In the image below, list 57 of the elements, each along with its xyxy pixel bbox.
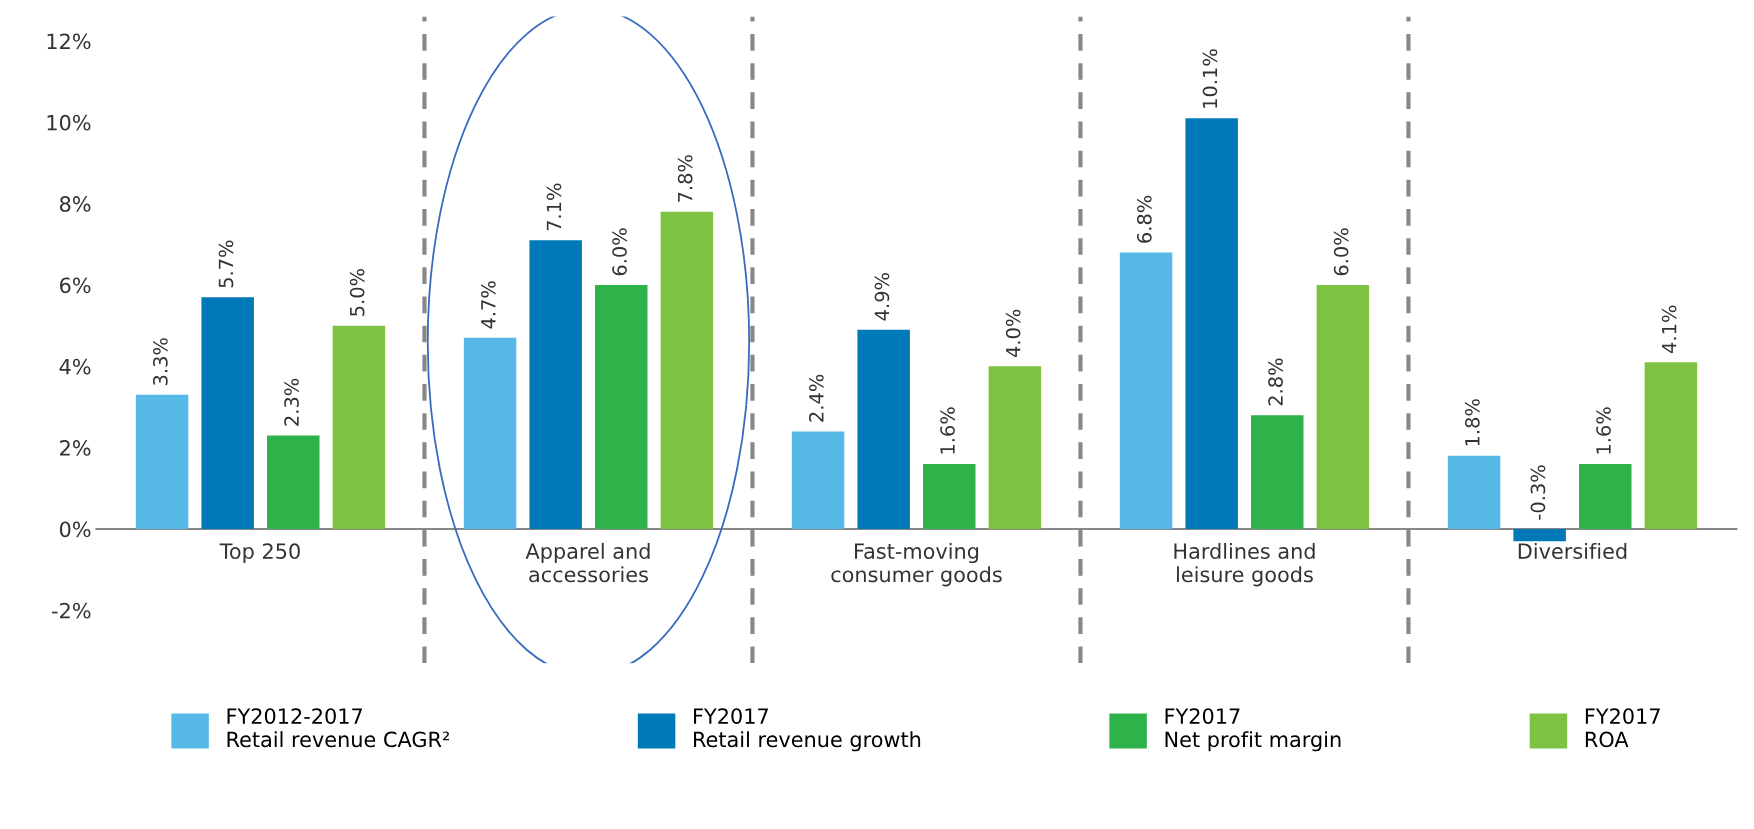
bar: [1447, 455, 1501, 529]
text: 2.8%: [1268, 358, 1283, 406]
bar: [463, 337, 517, 529]
x-tick-label: Fast-moving consumer goods: [831, 542, 1002, 587]
y-tick-label: 0%: [59, 521, 91, 538]
text: 6.8%: [1137, 195, 1152, 243]
text: 7.1%: [546, 183, 562, 231]
x-tick-label: Diversified: [1518, 542, 1627, 560]
text: 4.1%: [1661, 305, 1677, 353]
bar: [1185, 118, 1238, 529]
text: 1.8%: [1465, 399, 1480, 446]
bar: [791, 431, 845, 529]
legend-label: FY2017 Retail revenue growth: [694, 708, 921, 752]
bar: [988, 366, 1042, 529]
x-tick-label: Top 250: [219, 543, 300, 564]
legend-label: FY2017 ROA: [1585, 708, 1660, 748]
bar: [135, 394, 189, 529]
bar: [1316, 284, 1370, 529]
legend-label: FY2017 Net profit margin: [1165, 708, 1341, 752]
y-tick-label: 8%: [59, 196, 91, 212]
text: 7.8%: [677, 155, 693, 202]
y-tick-label: 6%: [60, 277, 91, 294]
bar: [201, 297, 254, 529]
bar: [1579, 463, 1632, 529]
text: 10.1%: [1202, 49, 1218, 108]
text: 4.9%: [874, 273, 890, 321]
y-tick-label: 2%: [60, 440, 91, 456]
text: 4.7%: [481, 281, 496, 329]
text: 1.6%: [1596, 407, 1611, 454]
text: -0.3%: [1530, 465, 1546, 520]
bar: [529, 240, 582, 529]
bar: [660, 211, 714, 529]
y-tick-label: -2%: [52, 602, 91, 619]
bar: [1251, 415, 1304, 529]
text: 3.3%: [153, 338, 168, 385]
x-tick-label: Hardlines and leisure goods: [1174, 542, 1315, 587]
bar: [1644, 362, 1698, 529]
legend-label: FY2012-2017 Retail revenue CAGR²: [227, 708, 450, 748]
x-tick-label: Apparel and accessories: [525, 542, 650, 583]
y-tick-label: 12%: [47, 33, 91, 50]
bar: [857, 329, 910, 529]
text: 6.0%: [612, 228, 627, 276]
text: 4.0%: [1005, 309, 1021, 358]
text: 5.0%: [349, 269, 365, 316]
bar: [267, 435, 320, 529]
text: 5.7%: [218, 240, 234, 288]
bar: [1513, 529, 1566, 542]
text: 1.6%: [940, 407, 955, 454]
y-tick-label: 4%: [59, 358, 91, 375]
bar: [332, 325, 386, 529]
bar: [923, 463, 976, 529]
bar: [1119, 252, 1173, 529]
text: 2.4%: [809, 374, 824, 422]
text: 2.3%: [284, 378, 299, 426]
bar: [595, 284, 648, 529]
text: 6.0%: [1333, 228, 1349, 276]
y-tick-label: 10%: [47, 114, 91, 131]
